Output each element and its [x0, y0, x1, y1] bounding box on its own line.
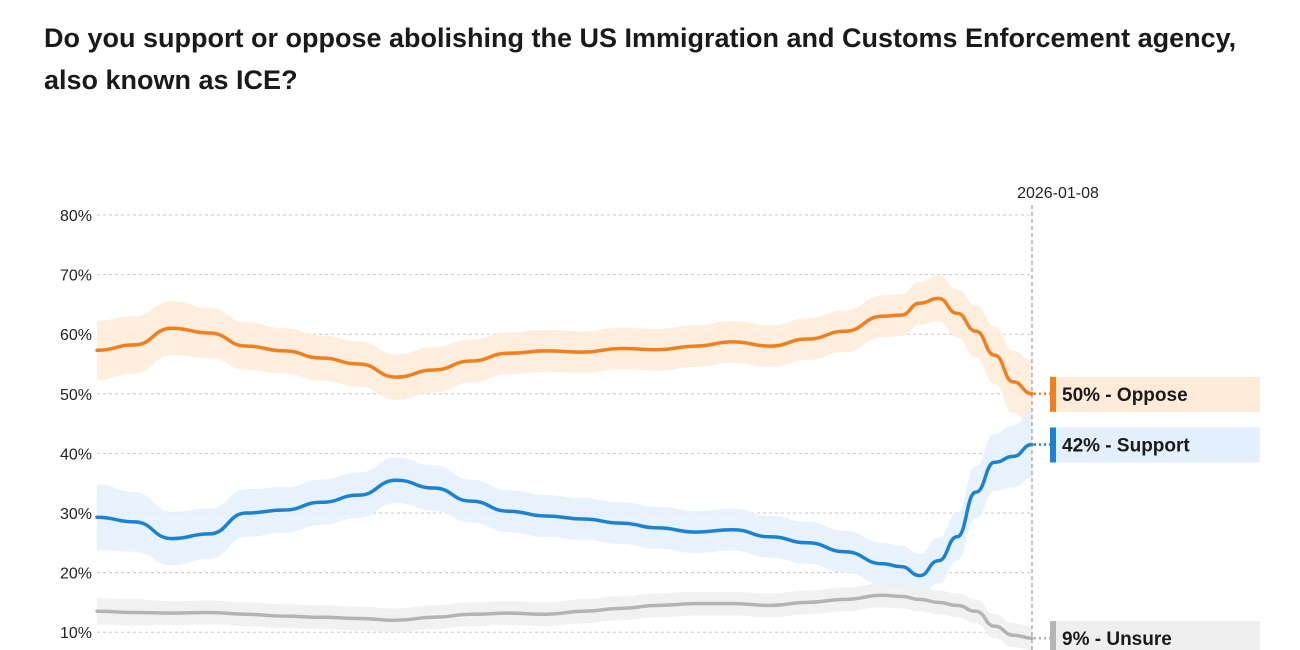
- confidence-bands: [97, 275, 1032, 650]
- y-tick-label: 20%: [60, 566, 92, 583]
- y-tick-label: 70%: [60, 268, 92, 285]
- band-support: [97, 411, 1032, 597]
- series-lines: [95, 296, 1034, 640]
- end-label-oppose: 50% - Oppose: [1062, 385, 1188, 406]
- end-label-bar-unsure: [1050, 621, 1056, 650]
- end-label-bg-support: [1050, 427, 1260, 463]
- series-line-support: [95, 442, 1034, 578]
- y-tick-label: 50%: [60, 387, 92, 404]
- date-marker-label: 2026-01-08: [1017, 185, 1099, 202]
- end-label-bar-support: [1050, 427, 1056, 463]
- series-line-oppose: [95, 296, 1034, 396]
- end-label-unsure: 9% - Unsure: [1062, 629, 1172, 650]
- end-labels: 50% - Oppose 42% - Support 9% - Unsure: [1034, 376, 1260, 650]
- end-label-bg-oppose: [1050, 376, 1260, 412]
- end-label-support: 42% - Support: [1062, 435, 1190, 456]
- y-axis: 80% 70% 60% 50% 40% 30% 20% 10%: [60, 208, 92, 642]
- y-tick-label: 30%: [60, 506, 92, 523]
- end-label-bar-oppose: [1050, 376, 1056, 412]
- date-marker: 2026-01-08: [1017, 185, 1099, 650]
- y-tick-label: 10%: [60, 625, 92, 642]
- series-line-unsure: [95, 593, 1034, 640]
- y-tick-label: 80%: [60, 208, 92, 225]
- band-unsure: [97, 583, 1032, 650]
- end-label-bg-unsure: [1050, 621, 1260, 650]
- y-tick-label: 40%: [60, 446, 92, 463]
- chart-title: Do you support or oppose abolishing the …: [44, 23, 1237, 95]
- y-tick-label: 60%: [60, 327, 92, 344]
